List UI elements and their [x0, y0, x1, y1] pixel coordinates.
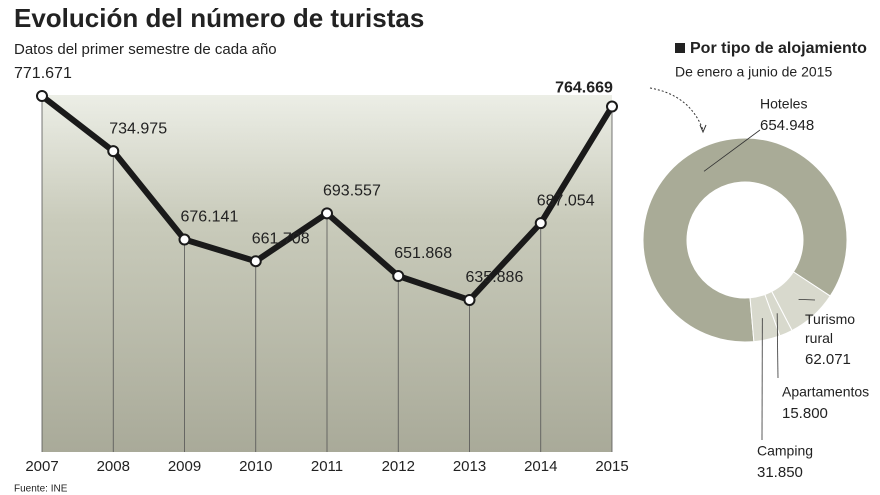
legend-label: Apartamentos	[782, 384, 869, 400]
donut-title: Por tipo de alojamiento	[690, 40, 867, 57]
bullet	[675, 43, 685, 53]
x-tick-label: 2014	[524, 458, 557, 475]
leader-line	[703, 129, 761, 172]
legend-label: Hoteles	[760, 96, 807, 112]
donut-slice	[749, 293, 781, 343]
point	[321, 207, 333, 220]
x-tick-label: 2015	[595, 458, 628, 475]
x-tick-label: 2008	[97, 458, 130, 475]
arrow	[649, 87, 704, 131]
point	[107, 145, 120, 158]
data-label: 734.975	[109, 120, 167, 137]
leader-line	[798, 299, 816, 301]
arrow-head	[699, 124, 707, 134]
data-label: 31.850	[757, 464, 803, 481]
data-label: 651.868	[394, 245, 452, 262]
point	[463, 294, 476, 306]
donut-subtitle: De enero a junio de 2015	[675, 64, 832, 80]
x-tick-label: 2007	[25, 458, 58, 475]
x-tick-label: 2009	[168, 458, 201, 475]
point	[606, 100, 618, 113]
data-label: 676.141	[181, 209, 239, 226]
source: Fuente: INE	[14, 484, 68, 495]
leader-line	[776, 313, 779, 379]
chart-title: Evolución del número de turistas	[14, 3, 424, 33]
chart-subtitle: Datos del primer semestre de cada año	[14, 41, 277, 58]
data-label: 693.557	[323, 183, 381, 200]
point	[534, 217, 547, 230]
x-tick-label: 2010	[239, 458, 272, 475]
data-label: 687.054	[537, 192, 595, 209]
x-tick-label: 2011	[311, 458, 343, 475]
data-label: 62.071	[805, 351, 851, 368]
point	[178, 233, 191, 246]
x-tick-label: 2013	[453, 458, 486, 475]
point	[36, 90, 48, 102]
data-label: 15.800	[782, 405, 828, 422]
point	[392, 269, 405, 282]
data-label: 661.708	[252, 230, 310, 247]
legend-label: Turismo rural	[805, 311, 855, 346]
data-label: 771.671	[14, 65, 72, 82]
data-label: 654.948	[760, 117, 814, 134]
x-tick-label: 2012	[382, 458, 415, 475]
legend-label: Camping	[757, 443, 813, 459]
point	[249, 255, 262, 268]
data-label: 764.669	[555, 80, 613, 97]
donut-slice	[642, 137, 848, 343]
data-label: 635.886	[466, 269, 524, 286]
